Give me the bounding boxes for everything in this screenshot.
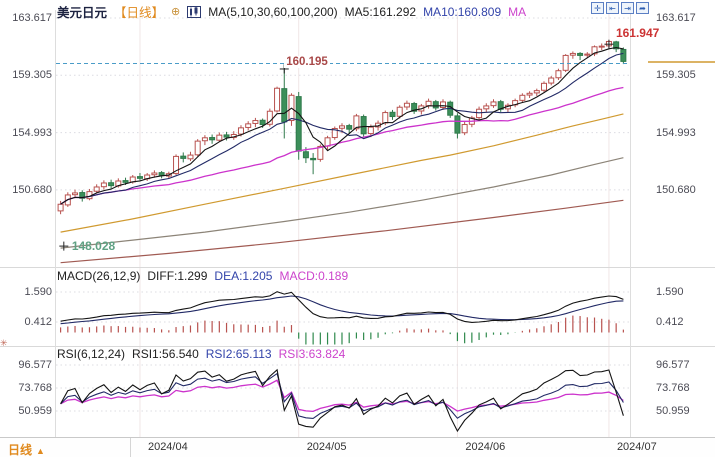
annotation-lines[interactable] [56,39,715,251]
kline-chart-icon[interactable] [187,5,202,18]
main-ytick-left: 150.680 [12,183,52,196]
macd-pane-separator [0,267,715,268]
rsi-header: RSI(6,12,24) RSI1:56.540 RSI2:65.113 RSI… [57,347,345,361]
period-tag[interactable]: 日线 ▲ [8,441,45,457]
rsi-ytick-left: 50.959 [18,405,52,417]
adjust-icon[interactable]: ⊕ [171,6,181,18]
rsi2-value: RSI2:65.113 [205,347,272,361]
date-label: 2024/07 [616,441,657,453]
rsi-pane-separator [0,346,715,347]
rsi-ytick-left: 73.768 [18,382,52,394]
macd-header: MACD(26,12,9) DIFF:1.299 DEA:1.205 MACD:… [57,269,348,283]
main-ytick-right: 159.305 [656,69,696,82]
zoom-out-icon[interactable]: ⇤ [606,2,619,14]
macd-ytick-right: 1.590 [656,286,684,298]
period-selector[interactable]: 【日线】 [114,6,165,20]
main-ytick-left: 154.993 [12,126,52,139]
period-up-arrow-icon: ▲ [36,446,45,456]
macd-pane [59,291,624,345]
high-price-annotation[interactable]: 161.947 [615,26,660,41]
ma30-truncated-label: MA [508,4,527,19]
exit-fullscreen-icon[interactable]: ➦ [636,2,649,14]
plot-right-border [630,10,631,437]
time-axis-bar [0,437,715,457]
macd-diff-value: DIFF:1.299 [147,269,208,283]
ma-settings-label: MA(5,10,30,60,100,200) [208,4,338,19]
main-ytick-left: 159.305 [12,69,52,82]
gridlines [56,12,630,442]
date-label: 2024/05 [306,441,347,453]
rsi-settings-label: RSI(6,12,24) [57,347,126,361]
symbol-name: 美元日元 [57,6,108,20]
ma5-value-label: MA5:161.292 [344,4,417,19]
macd-ytick-right: 0.412 [656,315,684,328]
main-ytick-right: 154.993 [656,126,696,139]
main-ytick-left: 163.617 [12,12,52,24]
rsi-ytick-right: 96.577 [656,359,690,371]
date-label: 2024/06 [465,441,506,453]
main-chart-header: 美元日元 【日线】 ⊕ MA(5,10,30,60,100,200) MA5:1… [57,2,526,21]
level-price-annotation[interactable]: 160.195 [284,56,330,69]
rsi-ytick-right: 50.959 [656,405,690,417]
chart-toolbar: ✛ ⇤ ⇥ ➦ [591,2,649,14]
low-price-annotation[interactable]: 148.028 [71,239,116,254]
rsi-ytick-left: 96.577 [18,359,52,371]
ma-lines [60,46,624,205]
macd-dea-value: DEA:1.205 [214,269,273,283]
date-label: 2024/04 [147,441,188,453]
indicator-settings-icon[interactable]: ✳ [0,338,8,348]
main-ytick-right: 150.680 [656,183,696,196]
zoom-in-icon[interactable]: ⇥ [621,2,634,14]
macd-ytick-left: 1.590 [24,286,52,298]
rsi3-value: RSI3:63.824 [278,347,346,361]
macd-macd-value: MACD:0.189 [279,269,349,283]
rsi-pane [60,368,624,433]
main-ytick-right: 163.617 [656,12,696,24]
macd-settings-label: MACD(26,12,9) [57,269,141,283]
period-tag-label: 日线 [8,443,33,457]
ma10-value-label: MA10:160.809 [423,4,502,19]
axis-bar-divider [130,438,131,457]
macd-ytick-left: 0.412 [24,315,52,328]
plot-left-border [55,10,56,437]
ma-overlay-lines [60,113,624,264]
rsi1-value: RSI1:56.540 [132,347,199,361]
rsi-ytick-right: 73.768 [656,382,690,394]
crosshair-icon[interactable]: ✛ [591,2,604,14]
